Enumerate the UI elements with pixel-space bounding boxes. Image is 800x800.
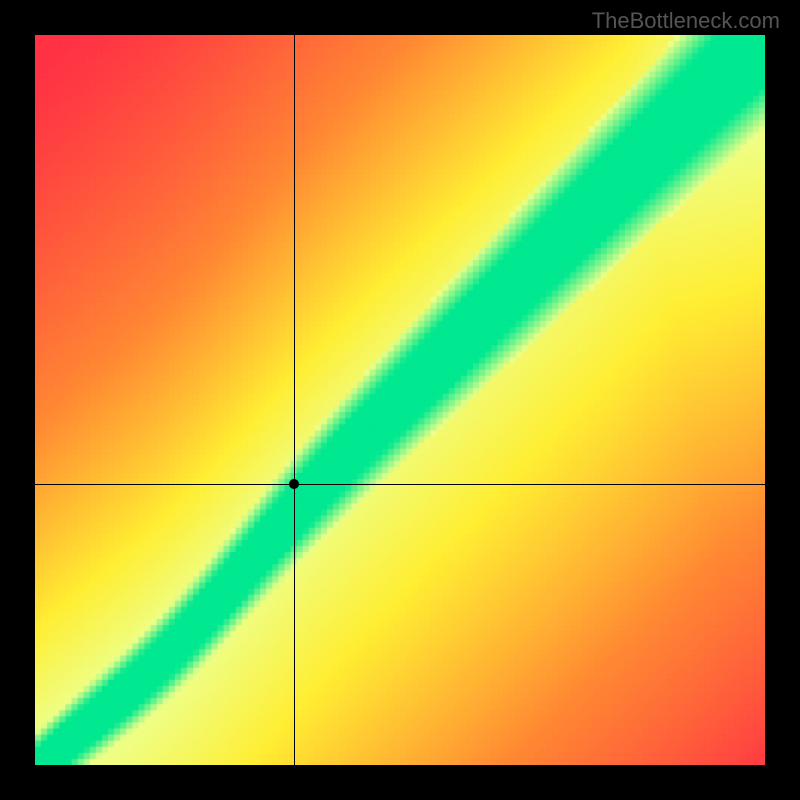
crosshair-marker bbox=[289, 479, 299, 489]
watermark-text: TheBottleneck.com bbox=[592, 8, 780, 34]
chart-container: TheBottleneck.com bbox=[0, 0, 800, 800]
heatmap-canvas bbox=[35, 35, 765, 765]
plot-area bbox=[35, 35, 765, 765]
crosshair-vertical bbox=[294, 35, 295, 765]
crosshair-horizontal bbox=[35, 484, 765, 485]
